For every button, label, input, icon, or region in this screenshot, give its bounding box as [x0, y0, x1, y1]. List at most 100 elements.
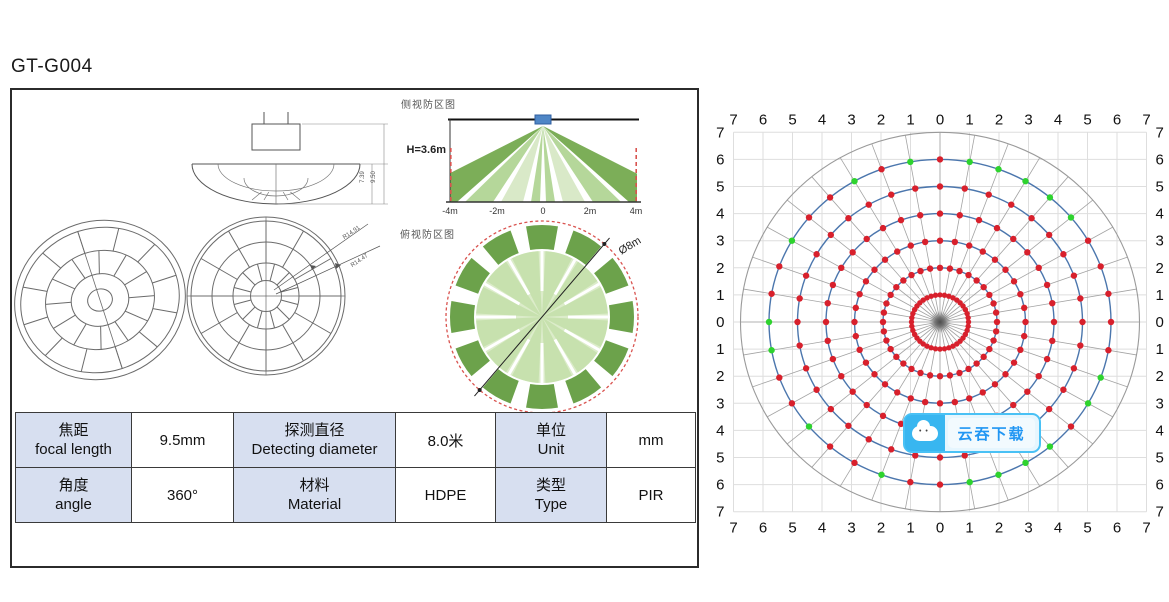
svg-text:6: 6 — [759, 520, 767, 537]
svg-text:4: 4 — [1054, 111, 1062, 128]
svg-text:4: 4 — [1054, 520, 1062, 537]
side-zone-tick: 2m — [583, 206, 597, 216]
svg-text:7: 7 — [1142, 520, 1150, 537]
table-row: 角度 angle 360° 材料 Material HDPE 类型 Type PIR — [15, 467, 696, 523]
svg-text:3: 3 — [716, 395, 724, 412]
svg-text:1: 1 — [965, 111, 973, 128]
lens-top-view — [186, 216, 381, 376]
svg-text:4: 4 — [818, 111, 826, 128]
svg-text:2: 2 — [1156, 368, 1164, 385]
table-row: 焦距 focal length 9.5mm 探测直径 Detecting diame… — [15, 412, 696, 468]
svg-text:1: 1 — [716, 287, 724, 304]
mount-height-label: H=3.6m — [406, 144, 446, 156]
side-zone-tick: -2m — [489, 206, 505, 216]
svg-text:6: 6 — [1156, 151, 1164, 168]
svg-text:7: 7 — [1142, 111, 1150, 128]
svg-text:0: 0 — [1156, 314, 1164, 331]
svg-text:2: 2 — [716, 260, 724, 277]
lens-3d-view — [14, 219, 186, 381]
svg-text:4: 4 — [716, 422, 724, 439]
svg-text:1: 1 — [1156, 341, 1164, 358]
spec-header-cell: 探测直径 Detecting diameter — [233, 412, 396, 468]
technical-drawings-svg — [14, 112, 641, 414]
svg-text:4: 4 — [818, 520, 826, 537]
svg-text:2: 2 — [995, 520, 1003, 537]
side-zone-title: 侧视防区图 — [401, 100, 456, 111]
svg-text:5: 5 — [1083, 111, 1091, 128]
spec-header-cell: 单位 Unit — [495, 412, 607, 468]
spec-value-cell: 360° — [131, 467, 234, 523]
spec-table: 焦距 focal length 9.5mm 探测直径 Detecting diame… — [15, 412, 696, 523]
detection-dots — [765, 156, 1115, 488]
page-title: GT-G004 — [11, 56, 93, 77]
svg-text:2: 2 — [877, 111, 885, 128]
svg-text:2: 2 — [877, 520, 885, 537]
svg-text:4: 4 — [716, 206, 724, 223]
svg-text:4: 4 — [1156, 206, 1164, 223]
svg-text:1: 1 — [906, 111, 914, 128]
svg-text:6: 6 — [716, 477, 724, 494]
svg-text:1: 1 — [716, 341, 724, 358]
top-zone-title: 俯视防区图 — [400, 230, 455, 241]
svg-text:3: 3 — [716, 233, 724, 250]
side-zone-tick: 4m — [629, 206, 643, 216]
svg-text:5: 5 — [716, 179, 724, 196]
svg-text:7: 7 — [1156, 124, 1164, 141]
svg-text:1: 1 — [965, 520, 973, 537]
spec-header-cell: 类型 Type — [495, 467, 607, 523]
svg-text:0: 0 — [936, 520, 944, 537]
spec-header-cell: 焦距 focal length — [15, 412, 132, 468]
svg-text:5: 5 — [788, 111, 796, 128]
spec-value-cell: mm — [606, 412, 696, 468]
side-zone-tick: 0 — [540, 206, 546, 216]
lens-side-view — [191, 112, 388, 205]
svg-text:5: 5 — [1083, 520, 1091, 537]
spec-value-cell: 9.5mm — [131, 412, 234, 468]
svg-text:7: 7 — [729, 111, 737, 128]
spec-value-cell: 8.0米 — [395, 412, 496, 468]
svg-text:3: 3 — [847, 520, 855, 537]
svg-text:5: 5 — [716, 450, 724, 467]
svg-text:3: 3 — [1156, 233, 1164, 250]
svg-text:3: 3 — [1156, 395, 1164, 412]
cloud-mascot-icon — [905, 415, 945, 451]
svg-text:6: 6 — [759, 111, 767, 128]
top-detection-zone — [445, 220, 639, 414]
svg-text:0: 0 — [936, 111, 944, 128]
svg-text:5: 5 — [788, 520, 796, 537]
svg-text:2: 2 — [1156, 260, 1164, 277]
svg-text:1: 1 — [906, 520, 914, 537]
svg-text:7: 7 — [716, 504, 724, 521]
svg-text:7: 7 — [1156, 504, 1164, 521]
svg-text:2: 2 — [716, 368, 724, 385]
svg-text:2: 2 — [995, 111, 1003, 128]
svg-text:0: 0 — [716, 314, 724, 331]
svg-text:6: 6 — [1113, 520, 1121, 537]
spec-header-cell: 材料 Material — [233, 467, 396, 523]
svg-text:6: 6 — [1113, 111, 1121, 128]
side-zone-tick: -4m — [442, 206, 458, 216]
height-dimension-label: 7.39 — [359, 171, 366, 183]
svg-text:1: 1 — [1156, 287, 1164, 304]
svg-text:5: 5 — [1156, 450, 1164, 467]
svg-text:5: 5 — [1156, 179, 1164, 196]
spec-header-cell: 角度 angle — [15, 467, 132, 523]
spec-panel: 侧视防区图 H=3.6m -4m -2m 0 2m 4m 俯视防区图 Ø8m R… — [10, 88, 699, 568]
spec-value-cell: PIR — [606, 467, 696, 523]
svg-text:4: 4 — [1156, 422, 1164, 439]
watermark-label: 云吞下载 — [948, 418, 1035, 448]
height-dimension-label: 9.50 — [370, 171, 377, 183]
svg-text:3: 3 — [1024, 520, 1032, 537]
svg-text:7: 7 — [716, 124, 724, 141]
watermark-download-button[interactable]: 云吞下载 — [903, 413, 1041, 453]
svg-text:6: 6 — [1156, 477, 1164, 494]
svg-text:7: 7 — [729, 520, 737, 537]
svg-text:6: 6 — [716, 151, 724, 168]
svg-text:3: 3 — [1024, 111, 1032, 128]
side-detection-zone — [446, 114, 641, 203]
svg-text:3: 3 — [847, 111, 855, 128]
spec-value-cell: HDPE — [395, 467, 496, 523]
